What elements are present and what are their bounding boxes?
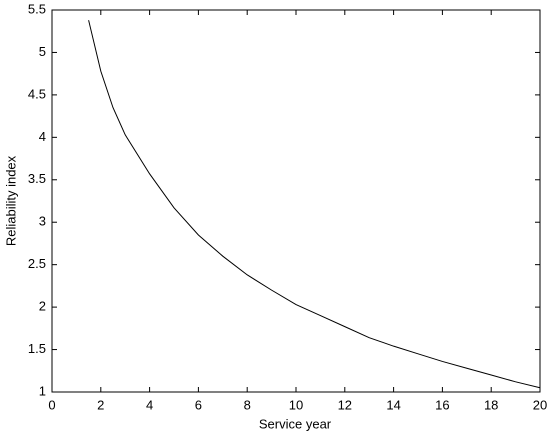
- x-tick-label: 18: [484, 397, 498, 412]
- y-tick-label: 5: [39, 44, 46, 59]
- x-axis-label: Service year: [259, 416, 332, 431]
- x-tick-label: 2: [97, 397, 104, 412]
- x-tick-label: 0: [48, 397, 55, 412]
- y-tick-label: 2.5: [28, 256, 46, 271]
- x-tick-label: 6: [195, 397, 202, 412]
- y-tick-label: 3: [39, 214, 46, 229]
- y-tick-label: 4.5: [28, 86, 46, 101]
- y-tick-label: 2: [39, 299, 46, 314]
- x-tick-label: 4: [146, 397, 153, 412]
- y-tick-label: 5.5: [28, 1, 46, 16]
- y-tick-label: 1: [39, 383, 46, 398]
- plot-frame: [51, 9, 541, 393]
- x-tick-label: 16: [435, 397, 449, 412]
- line-series: [88, 20, 541, 389]
- x-tick-label: 20: [533, 397, 547, 412]
- y-tick-label: 4: [39, 129, 46, 144]
- y-tick-label: 3.5: [28, 171, 46, 186]
- y-axis-label: Reliability index: [3, 155, 18, 246]
- y-tick-label: 1.5: [28, 341, 46, 356]
- x-tick-label: 8: [244, 397, 251, 412]
- x-tick-label: 10: [289, 397, 303, 412]
- x-tick-label: 14: [386, 397, 400, 412]
- x-tick-label: 12: [338, 397, 352, 412]
